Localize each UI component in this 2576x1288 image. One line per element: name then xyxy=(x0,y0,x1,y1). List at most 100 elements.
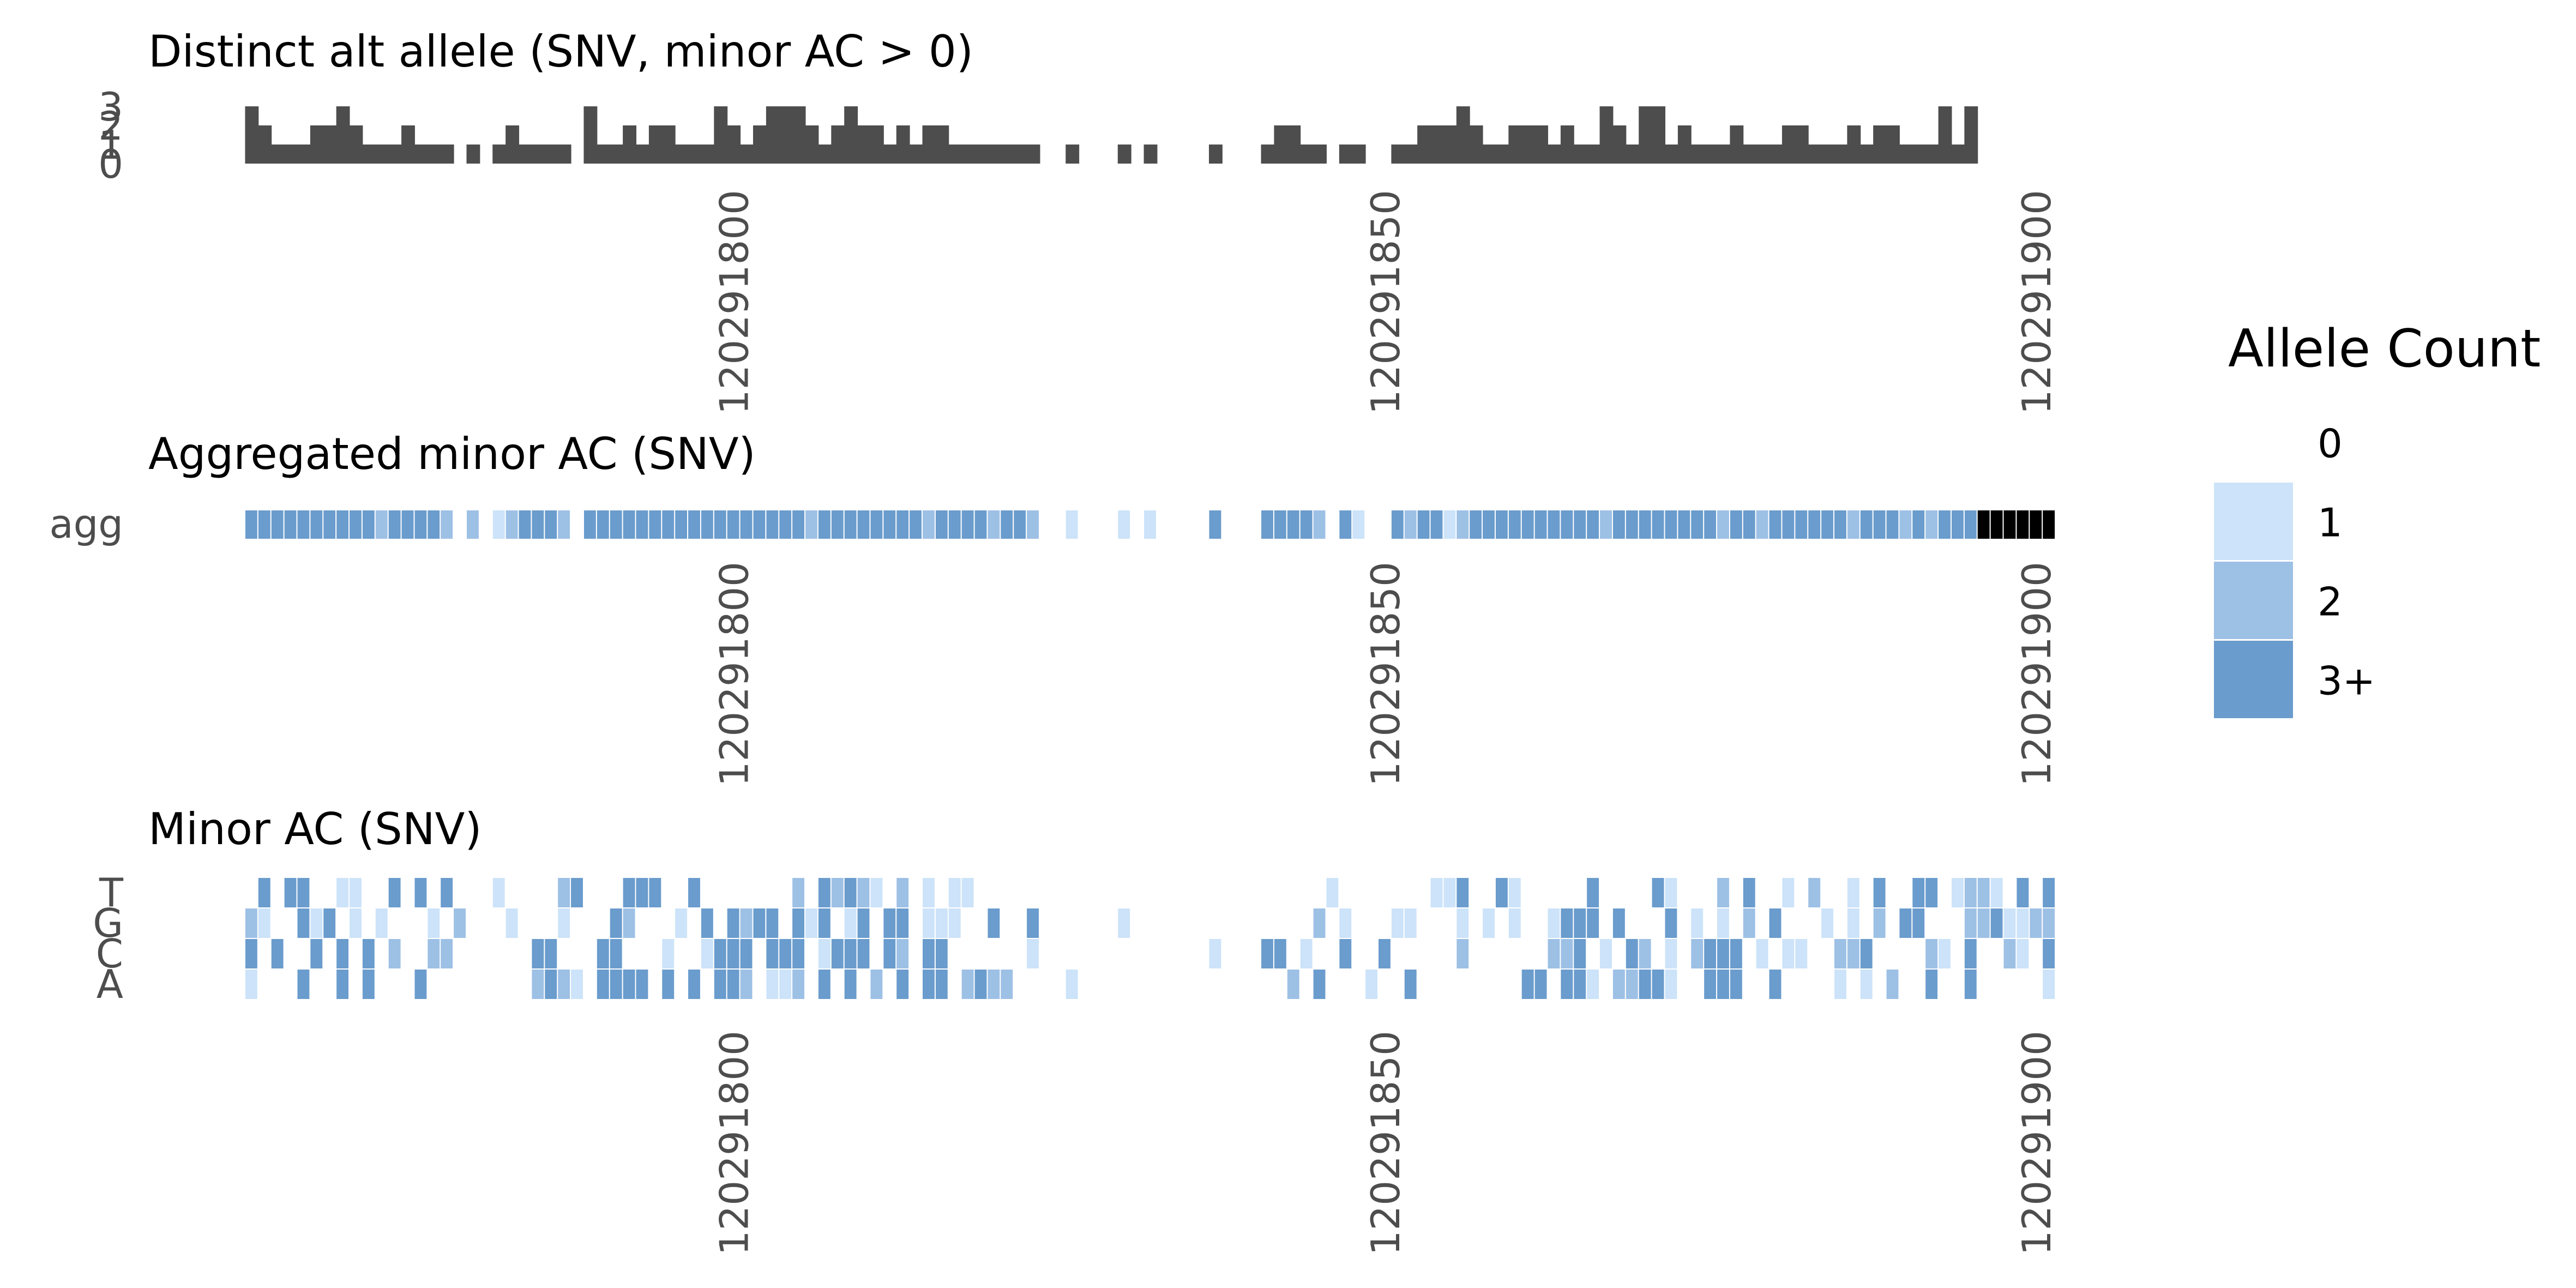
heat-cell xyxy=(1925,970,1938,999)
heat-cell xyxy=(1665,510,1677,539)
heat-cell xyxy=(1027,510,1039,539)
heat-cell xyxy=(2030,510,2042,539)
panel2-title: Aggregated minor AC (SNV) xyxy=(148,429,756,479)
heat-cell xyxy=(1756,939,1768,968)
heat-cell xyxy=(297,510,310,539)
heat-cell xyxy=(766,510,779,539)
legend-key xyxy=(2214,562,2293,639)
heat-cell xyxy=(1665,908,1677,938)
heat-cell xyxy=(1717,878,1729,907)
heat-cell xyxy=(258,908,270,938)
heat-cell xyxy=(1847,878,1859,907)
heat-cell xyxy=(948,878,961,907)
heat-cell xyxy=(441,878,453,907)
bar xyxy=(531,145,545,164)
bar xyxy=(1430,125,1444,164)
panel3-x-axis: 120291800 120291850 120291900 xyxy=(712,1031,2060,1255)
heat-cell xyxy=(1834,510,1846,539)
heat-cell xyxy=(2043,939,2055,968)
heat-cell xyxy=(701,510,713,539)
bar xyxy=(1261,145,1275,164)
heat-cell xyxy=(362,510,375,539)
heat-cell xyxy=(610,939,622,968)
bar xyxy=(1117,145,1131,164)
bar xyxy=(870,125,884,164)
heat-cell xyxy=(428,908,440,938)
heat-cell xyxy=(1730,970,1742,999)
bar xyxy=(805,125,819,164)
bar xyxy=(440,145,454,164)
bar xyxy=(1000,145,1014,164)
heat-cell xyxy=(583,510,596,539)
legend-key xyxy=(2214,404,2293,481)
heat-cell xyxy=(1548,908,1560,938)
bar xyxy=(714,106,728,164)
bar xyxy=(857,125,871,164)
x-tick-label: 120291850 xyxy=(1363,562,1409,786)
heat-cell xyxy=(988,908,1000,938)
bar xyxy=(583,106,598,164)
heat-cell xyxy=(1561,939,1573,968)
bar xyxy=(1704,145,1718,164)
heat-cell xyxy=(857,908,870,938)
y-tick-label: 0 xyxy=(98,141,123,187)
y-tick-label: C xyxy=(96,931,123,977)
heat-cell xyxy=(558,908,570,938)
heat-cell xyxy=(1834,939,1846,968)
heat-cell xyxy=(1990,510,2003,539)
heat-cell xyxy=(818,939,830,968)
heat-cell xyxy=(1118,510,1130,539)
heat-cell xyxy=(1534,510,1547,539)
heat-cell xyxy=(1144,510,1156,539)
heat-cell xyxy=(2043,878,2055,907)
heat-cell xyxy=(401,510,414,539)
bar xyxy=(1847,125,1861,164)
heat-cell xyxy=(1574,510,1586,539)
heat-cell xyxy=(1912,908,1925,938)
heat-cell xyxy=(297,908,310,938)
bar xyxy=(519,145,532,164)
heat-cell xyxy=(454,908,466,938)
bar xyxy=(362,145,376,164)
heat-cell xyxy=(610,908,622,938)
heat-cell xyxy=(441,939,453,968)
bar xyxy=(1599,106,1614,164)
heat-cell xyxy=(558,878,570,907)
heat-cell xyxy=(1717,970,1729,999)
bar xyxy=(935,125,949,164)
bar xyxy=(1534,125,1549,164)
heat-cell xyxy=(1652,970,1664,999)
bar xyxy=(271,145,285,164)
bar xyxy=(597,145,611,164)
heat-cell xyxy=(948,510,961,539)
panel2-y-axis: agg xyxy=(49,501,123,547)
heat-cell xyxy=(1639,510,1651,539)
heat-cell xyxy=(1886,510,1899,539)
bar xyxy=(466,145,480,164)
heat-cell xyxy=(1274,510,1286,539)
bar xyxy=(1013,145,1027,164)
heat-cell xyxy=(1795,939,1808,968)
heat-cell xyxy=(2003,939,2016,968)
heat-cell xyxy=(1391,510,1404,539)
heat-cell xyxy=(714,939,726,968)
heat-cell xyxy=(1612,970,1625,999)
bar xyxy=(1873,125,1887,164)
heat-cell xyxy=(1456,908,1469,938)
heat-cell xyxy=(1795,510,1808,539)
heat-cell xyxy=(1001,510,1013,539)
heat-cell xyxy=(1612,908,1625,938)
bar xyxy=(1508,125,1522,164)
legend-key xyxy=(2214,641,2293,718)
heat-cell xyxy=(1821,510,1833,539)
heat-cell xyxy=(1808,510,1821,539)
heat-cell xyxy=(245,908,257,938)
heat-cell xyxy=(662,970,675,999)
y-tick-label: 2 xyxy=(98,103,123,149)
heat-cell xyxy=(662,510,675,539)
bar xyxy=(1664,145,1678,164)
heat-cell xyxy=(1639,939,1651,968)
y-tick-label: 3 xyxy=(98,84,123,130)
heat-cell xyxy=(1587,908,1599,938)
bar xyxy=(831,125,845,164)
